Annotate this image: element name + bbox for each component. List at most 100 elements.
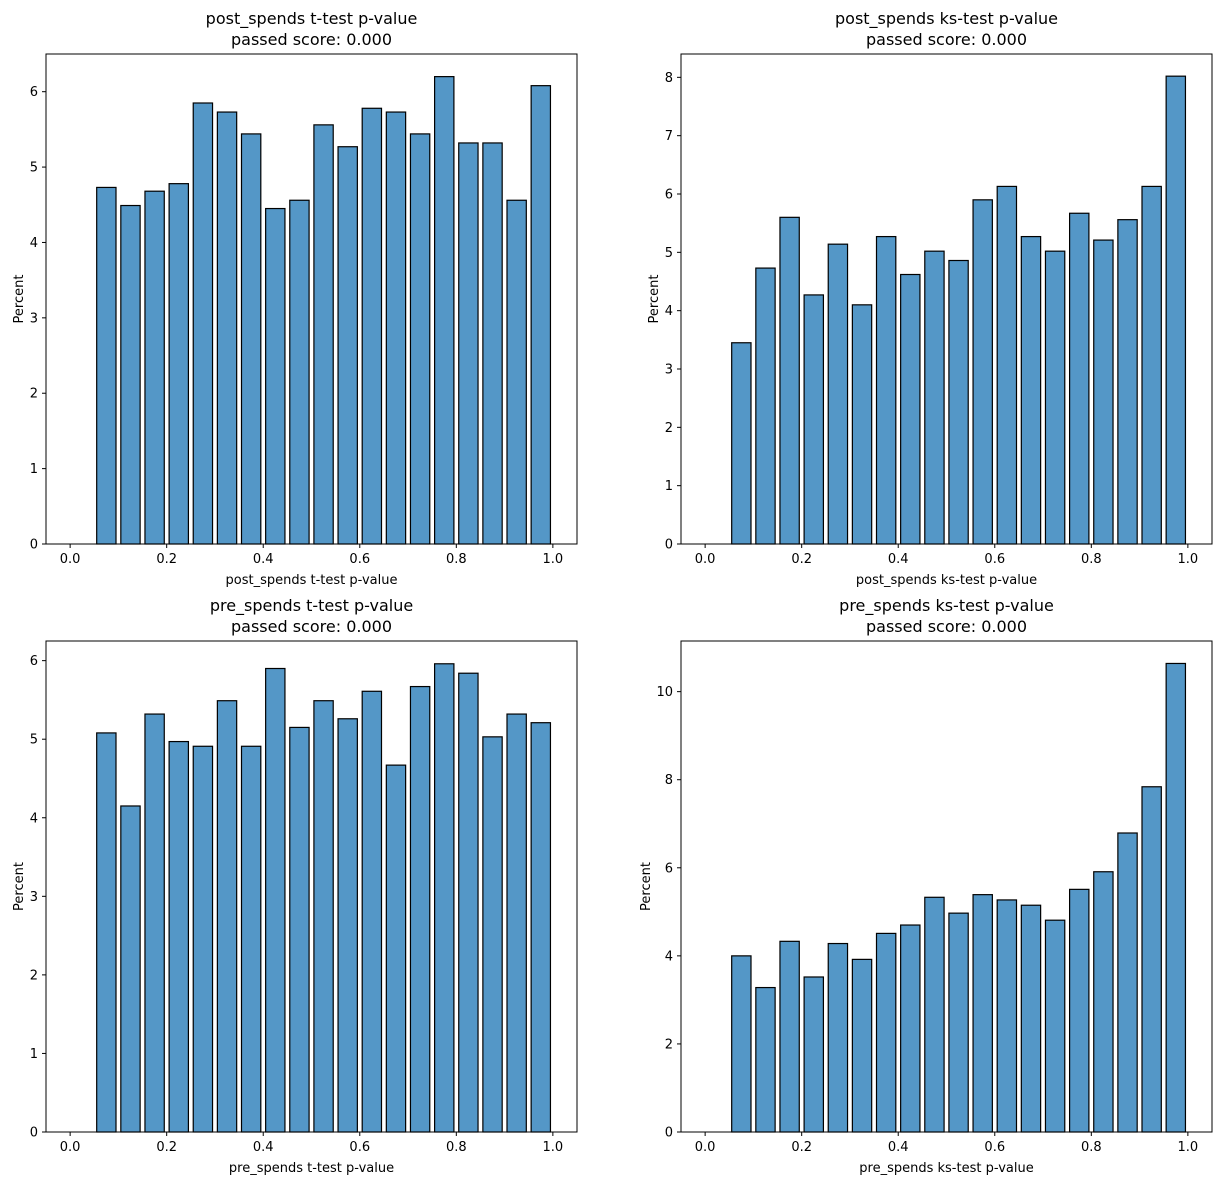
histogram-bar [96,186,117,545]
y-tick-label: 5 [665,246,673,261]
x-tick-label: 0.6 [984,552,1005,567]
histogram-bar [120,204,141,545]
histogram-bar [875,235,897,545]
histogram-bar [385,111,407,545]
histogram-bar [482,736,503,1133]
x-axis-label: post_spends t-test p-value [226,573,398,588]
y-tick-label: 6 [30,85,38,100]
x-tick-label: 0.8 [1081,1140,1102,1155]
x-tick-label: 0.2 [156,1140,177,1155]
y-tick-label: 6 [665,861,673,876]
x-tick-label: 1.0 [1178,1140,1199,1155]
y-tick-label: 5 [30,733,38,748]
histogram-bar [506,713,527,1133]
x-axis-label: pre_spends ks-test p-value [859,1161,1033,1176]
y-tick-label: 2 [665,1037,673,1052]
histogram-bar [1093,871,1114,1133]
x-axis-label: pre_spends t-test p-value [229,1161,394,1176]
axes-frame [45,53,578,545]
y-tick-label: 1 [665,479,673,494]
histogram-bar [1141,786,1162,1133]
histogram-bar [755,267,776,545]
histogram-bar [1165,662,1187,1133]
histogram-bar [948,259,969,545]
x-axis-label: post_spends ks-test p-value [856,573,1037,588]
x-tick-label: 0.8 [446,552,467,567]
x-tick-label: 0.8 [1081,552,1102,567]
histogram-bar [361,690,383,1133]
x-tick-label: 0.2 [791,1140,812,1155]
chart-title: pre_spends t-test p-value [210,596,413,616]
x-tick-label: 0.4 [253,552,274,567]
y-axis-label: Percent [12,275,27,324]
histogram-bar [409,133,431,545]
y-axis-label: Percent [639,862,654,911]
histogram-bar [900,273,921,545]
x-tick-label: 0.6 [349,552,370,567]
x-tick-label: 0.4 [253,1140,274,1155]
chart-subtitle: passed score: 0.000 [866,617,1027,636]
histogram-bar [827,243,849,545]
x-tick-label: 1.0 [543,552,564,567]
y-tick-label: 4 [30,811,38,826]
x-tick-label: 0.8 [446,1140,467,1155]
histogram-bar [168,740,190,1133]
chart-subtitle: passed score: 0.000 [231,30,392,49]
chart-subtitle: passed score: 0.000 [231,617,392,636]
y-tick-label: 0 [665,538,673,553]
histogram-bar [289,726,310,1133]
x-tick-label: 0.4 [888,1140,909,1155]
y-axis-label: Percent [12,862,27,911]
chart-title: post_spends ks-test p-value [835,9,1058,29]
histogram-bar [458,142,479,545]
histogram-bar [289,199,310,545]
histogram-bar [192,102,214,545]
histogram-bar [192,745,214,1133]
x-tick-label: 0.6 [984,1140,1005,1155]
histogram-bar [731,342,752,545]
y-tick-label: 1 [30,1047,38,1062]
histogram-bar [1068,888,1090,1133]
y-tick-label: 3 [665,363,673,378]
y-tick-label: 6 [665,188,673,203]
histogram-bar [530,722,552,1133]
histogram-bar [458,672,479,1133]
y-tick-label: 2 [30,968,38,983]
x-tick-label: 1.0 [1178,552,1199,567]
chart-title: post_spends t-test p-value [206,9,418,29]
x-tick-label: 0.0 [695,1140,716,1155]
x-tick-label: 0.0 [60,552,81,567]
histogram-bar [530,85,552,545]
histogram-bar [851,958,873,1133]
y-tick-label: 2 [665,421,673,436]
histogram-bar [1044,919,1066,1133]
histogram-bar [900,924,921,1133]
histogram-bar [924,896,945,1133]
x-tick-label: 0.2 [156,552,177,567]
histogram-bar [385,764,407,1133]
histogram-bar [827,942,849,1133]
chart-panel-4: pre_spends ks-test p-value passed score: … [639,596,1213,1176]
y-tick-label: 0 [665,1126,673,1141]
histogram-bar [1141,185,1162,545]
histogram-bar [779,216,800,545]
histogram-bar [779,940,800,1133]
axes-frame [680,640,1213,1133]
x-tick-label: 0.6 [349,1140,370,1155]
x-tick-label: 0.4 [888,552,909,567]
y-tick-label: 10 [656,685,673,700]
histogram-bar [1020,235,1042,545]
histogram-bar [803,976,825,1133]
histogram-bar [240,133,262,545]
histogram-bar [216,111,238,545]
y-tick-label: 0 [30,1126,38,1141]
y-tick-label: 8 [665,773,673,788]
histogram-bar [1165,75,1187,545]
y-tick-label: 4 [665,304,673,319]
histogram-bar [265,667,286,1133]
histogram-bar [120,805,141,1133]
